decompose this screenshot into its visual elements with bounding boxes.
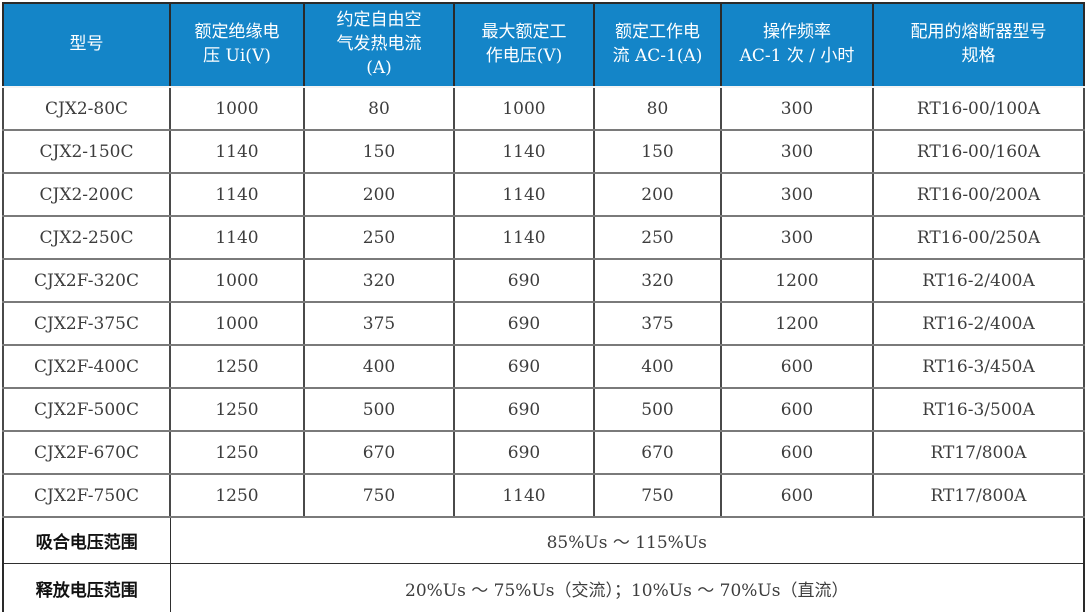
value-cell: 1000: [169, 258, 305, 303]
pickup-voltage-row: 吸合电压范围 85%Us ～ 115%Us: [2, 516, 1085, 564]
value-cell: 300: [720, 172, 874, 217]
value-cell: 1250: [169, 344, 305, 389]
value-cell: 690: [453, 344, 595, 389]
pickup-voltage-value: 85%Us ～ 115%Us: [169, 516, 1085, 564]
table-row: CJX2-150C 1140 150 1140 150 300 RT16-00/160A: [2, 129, 1085, 174]
value-cell: 300: [720, 86, 874, 131]
model-cell: CJX2F-400C: [2, 344, 171, 389]
table-row: CJX2F-320C 1000 320 690 320 1200 RT16-2/400A: [2, 258, 1085, 303]
value-cell: 300: [720, 215, 874, 260]
value-cell: 500: [303, 387, 455, 432]
column-header-insulation-voltage: 额定绝缘电 压 Ui(V): [169, 2, 305, 88]
value-cell: RT17/800A: [872, 473, 1085, 518]
value-cell: 500: [593, 387, 722, 432]
value-cell: 80: [593, 86, 722, 131]
value-cell: 1000: [169, 86, 305, 131]
value-cell: 750: [303, 473, 455, 518]
table-row: CJX2F-670C 1250 670 690 670 600 RT17/800A: [2, 430, 1085, 475]
column-header-operating-frequency: 操作频率 AC-1 次 / 小时: [720, 2, 874, 88]
value-cell: 1140: [453, 129, 595, 174]
table-body: CJX2-80C 1000 80 1000 80 300 RT16-00/100A CJX2-…: [2, 86, 1085, 518]
value-cell: 375: [593, 301, 722, 346]
value-cell: 1200: [720, 258, 874, 303]
value-cell: RT17/800A: [872, 430, 1085, 475]
value-cell: 320: [593, 258, 722, 303]
value-cell: RT16-3/500A: [872, 387, 1085, 432]
value-cell: 400: [303, 344, 455, 389]
table-footer: 吸合电压范围 85%Us ～ 115%Us 释放电压范围 20%Us ～ 75%…: [2, 516, 1085, 612]
column-header-model: 型号: [2, 2, 171, 88]
release-voltage-row: 释放电压范围 20%Us ～ 75%Us（交流）；10%Us ～ 70%Us（直…: [2, 563, 1085, 612]
value-cell: 375: [303, 301, 455, 346]
table-row: CJX2F-400C 1250 400 690 400 600 RT16-3/450A: [2, 344, 1085, 389]
model-cell: CJX2F-320C: [2, 258, 171, 303]
value-cell: 600: [720, 387, 874, 432]
value-cell: 300: [720, 129, 874, 174]
table-row: CJX2F-500C 1250 500 690 500 600 RT16-3/500A: [2, 387, 1085, 432]
value-cell: 150: [303, 129, 455, 174]
table-row: CJX2-250C 1140 250 1140 250 300 RT16-00/250A: [2, 215, 1085, 260]
release-voltage-value: 20%Us ～ 75%Us（交流）；10%Us ～ 70%Us（直流）: [169, 563, 1085, 612]
column-header-thermal-current: 约定自由空 气发热电流 (A): [303, 2, 455, 88]
table-row: CJX2F-750C 1250 750 1140 750 600 RT17/800A: [2, 473, 1085, 518]
value-cell: 1250: [169, 387, 305, 432]
column-header-fuse-spec: 配用的熔断器型号 规格: [872, 2, 1085, 88]
table-row: CJX2-200C 1140 200 1140 200 300 RT16-00/200A: [2, 172, 1085, 217]
pickup-voltage-label: 吸合电压范围: [2, 516, 171, 564]
model-cell: CJX2-80C: [2, 86, 171, 131]
value-cell: 600: [720, 473, 874, 518]
value-cell: 80: [303, 86, 455, 131]
value-cell: 690: [453, 430, 595, 475]
value-cell: 1250: [169, 430, 305, 475]
value-cell: RT16-00/160A: [872, 129, 1085, 174]
model-cell: CJX2-250C: [2, 215, 171, 260]
value-cell: 1000: [169, 301, 305, 346]
value-cell: 200: [593, 172, 722, 217]
column-header-working-current: 额定工作电 流 AC-1(A): [593, 2, 722, 88]
column-header-max-working-voltage: 最大额定工 作电压(V): [453, 2, 595, 88]
value-cell: 690: [453, 387, 595, 432]
value-cell: 1200: [720, 301, 874, 346]
value-cell: 200: [303, 172, 455, 217]
value-cell: RT16-00/100A: [872, 86, 1085, 131]
value-cell: 1000: [453, 86, 595, 131]
model-cell: CJX2F-375C: [2, 301, 171, 346]
model-cell: CJX2F-750C: [2, 473, 171, 518]
model-cell: CJX2-150C: [2, 129, 171, 174]
table-row: CJX2F-375C 1000 375 690 375 1200 RT16-2/400A: [2, 301, 1085, 346]
value-cell: 600: [720, 344, 874, 389]
value-cell: 1140: [453, 215, 595, 260]
value-cell: 750: [593, 473, 722, 518]
value-cell: 1140: [169, 129, 305, 174]
value-cell: 1250: [169, 473, 305, 518]
value-cell: 690: [453, 258, 595, 303]
value-cell: 1140: [169, 215, 305, 260]
value-cell: 1140: [169, 172, 305, 217]
value-cell: 670: [303, 430, 455, 475]
value-cell: 250: [303, 215, 455, 260]
value-cell: RT16-2/400A: [872, 258, 1085, 303]
value-cell: 1140: [453, 473, 595, 518]
value-cell: RT16-00/250A: [872, 215, 1085, 260]
value-cell: 250: [593, 215, 722, 260]
value-cell: 400: [593, 344, 722, 389]
table-row: CJX2-80C 1000 80 1000 80 300 RT16-00/100A: [2, 86, 1085, 131]
release-voltage-label: 释放电压范围: [2, 563, 171, 612]
value-cell: RT16-2/400A: [872, 301, 1085, 346]
value-cell: 690: [453, 301, 595, 346]
value-cell: 320: [303, 258, 455, 303]
model-cell: CJX2F-500C: [2, 387, 171, 432]
value-cell: RT16-00/200A: [872, 172, 1085, 217]
value-cell: 1140: [453, 172, 595, 217]
model-cell: CJX2-200C: [2, 172, 171, 217]
value-cell: 670: [593, 430, 722, 475]
value-cell: 600: [720, 430, 874, 475]
value-cell: 150: [593, 129, 722, 174]
header-row: 型号 额定绝缘电 压 Ui(V) 约定自由空 气发热电流 (A) 最大额定工 作…: [2, 2, 1085, 88]
value-cell: RT16-3/450A: [872, 344, 1085, 389]
model-cell: CJX2F-670C: [2, 430, 171, 475]
